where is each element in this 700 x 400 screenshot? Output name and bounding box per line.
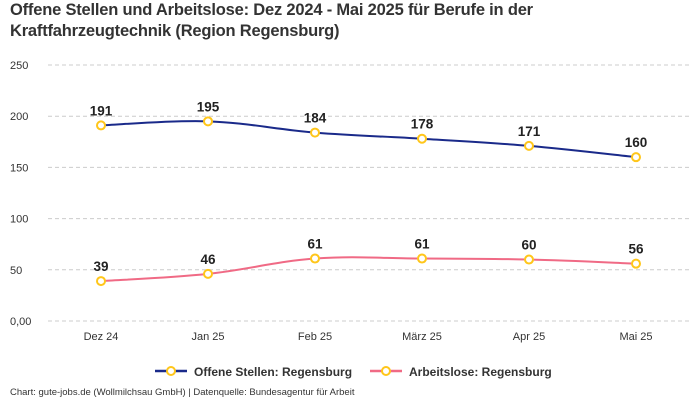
data-label: 191 — [90, 103, 113, 118]
legend-label: Arbeitslose: Regensburg — [409, 365, 552, 379]
data-point — [203, 268, 213, 279]
legend-marker — [381, 366, 391, 376]
data-point — [310, 127, 320, 138]
data-label: 178 — [411, 117, 434, 132]
x-tick-label: Mai 25 — [619, 331, 652, 343]
data-point — [524, 254, 534, 265]
series-line-offene-stellen — [100, 120, 637, 159]
y-tick-label: 200 — [10, 111, 28, 123]
data-point — [417, 133, 427, 144]
data-label: 39 — [93, 259, 108, 274]
data-label: 61 — [307, 237, 323, 252]
y-tick-label: 100 — [10, 214, 28, 226]
x-tick-label: Dez 24 — [84, 331, 119, 343]
data-label: 61 — [414, 237, 430, 252]
x-tick-label: Feb 25 — [298, 331, 332, 343]
data-label: 160 — [625, 135, 648, 150]
chart-footer: Chart: gute-jobs.de (Wollmilchsau GmbH) … — [10, 387, 355, 398]
legend-marker — [166, 366, 176, 376]
y-tick-label: 250 — [10, 60, 28, 72]
data-point — [96, 276, 106, 287]
y-tick-label: 0,00 — [10, 316, 31, 328]
data-label: 184 — [304, 111, 327, 126]
data-point — [631, 258, 641, 269]
series-line-arbeitslose — [100, 256, 637, 283]
data-label: 56 — [628, 242, 644, 257]
data-label: 46 — [200, 252, 216, 267]
data-point — [524, 140, 534, 151]
data-point — [96, 120, 106, 131]
data-point — [631, 152, 641, 163]
data-label: 171 — [518, 124, 541, 139]
chart-title: Offene Stellen und Arbeitslose: Dez 2024… — [10, 1, 533, 40]
legend-label: Offene Stellen: Regensburg — [194, 365, 352, 379]
y-tick-label: 150 — [10, 162, 28, 174]
y-tick-label: 50 — [10, 265, 22, 277]
data-point — [203, 116, 213, 127]
data-point — [417, 253, 427, 264]
data-label: 195 — [197, 99, 220, 114]
data-label: 60 — [521, 238, 536, 253]
x-tick-label: März 25 — [402, 331, 442, 343]
x-tick-label: Apr 25 — [513, 331, 545, 343]
x-tick-label: Jan 25 — [191, 331, 224, 343]
data-point — [310, 253, 320, 264]
